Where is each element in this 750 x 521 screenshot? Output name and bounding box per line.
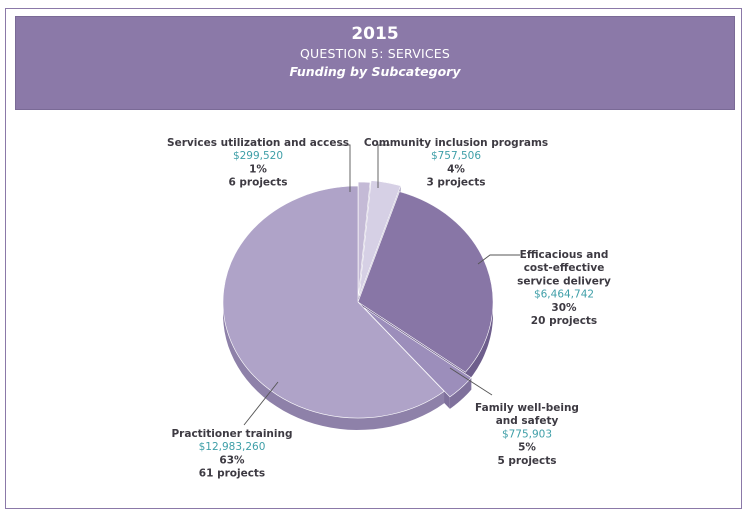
slice-projects: 61 projects <box>199 468 265 480</box>
chart-frame <box>5 8 742 509</box>
slice-percent: 63% <box>219 454 245 466</box>
slice-percent: 1% <box>249 163 267 175</box>
leader-line <box>449 367 493 396</box>
slice-percent: 30% <box>551 302 577 314</box>
leader-line <box>477 254 520 265</box>
pie-slice <box>357 191 494 373</box>
slice-label: Efficacious and <box>520 249 609 261</box>
slice-amount: $775,903 <box>502 428 552 440</box>
pie-slice <box>222 185 445 419</box>
pie-slice <box>363 307 472 398</box>
leader-lines <box>243 144 520 426</box>
slice-amount: $12,983,260 <box>199 441 266 453</box>
slice-projects: 5 projects <box>497 455 556 467</box>
slice-projects: 3 projects <box>426 177 485 189</box>
chart-year: 2015 <box>351 24 399 44</box>
leader-line <box>243 381 279 426</box>
slice-projects: 20 projects <box>531 315 597 327</box>
pie-slices <box>222 180 494 419</box>
pie-slice-side <box>223 186 445 430</box>
slice-percent: 5% <box>518 442 536 454</box>
leader-line <box>339 144 351 192</box>
chart-header: 2015 QUESTION 5: SERVICES Funding by Sub… <box>15 16 735 110</box>
slice-label: and safety <box>496 415 559 427</box>
chart-question: QUESTION 5: SERVICES <box>299 46 451 61</box>
slice-labels: Services utilization and access$299,5201… <box>167 137 611 480</box>
slice-label: cost-effective <box>524 262 605 274</box>
pie-slice <box>357 181 371 299</box>
pie-slice <box>358 180 402 297</box>
slice-projects: 6 projects <box>228 177 287 189</box>
slice-label: Community inclusion programs <box>364 137 548 149</box>
slice-label: Family well-being <box>475 402 579 414</box>
slice-amount: $299,520 <box>233 150 283 162</box>
leader-line <box>377 144 390 188</box>
slice-amount: $757,506 <box>431 150 481 162</box>
slice-label: Practitioner training <box>171 428 292 440</box>
slice-percent: 4% <box>447 163 465 175</box>
slice-label: Services utilization and access <box>167 137 349 149</box>
slice-label: service delivery <box>517 275 611 287</box>
chart-subtitle: Funding by Subcategory <box>289 64 461 79</box>
slice-amount: $6,464,742 <box>534 289 594 301</box>
